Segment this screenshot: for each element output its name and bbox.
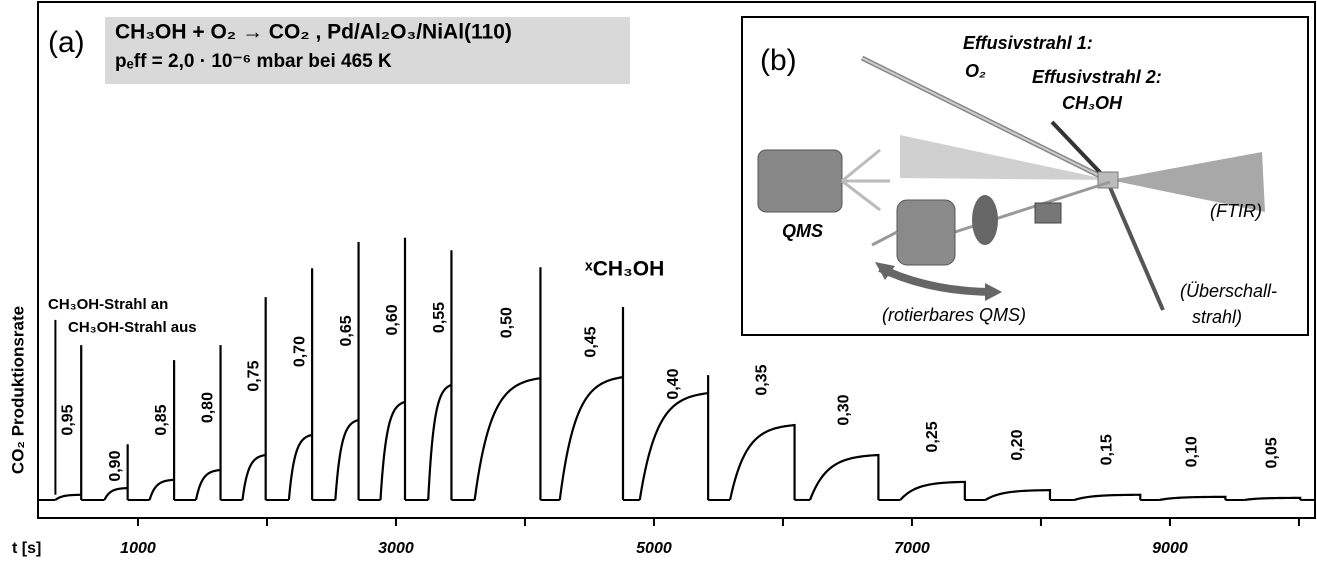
ftir-label: (FTIR): [1210, 201, 1262, 221]
pulse-label: 0,35: [754, 364, 771, 395]
supersonic-label: strahl): [1192, 307, 1242, 327]
conditions: pₑff = 2,0 · 10⁻⁶ mbar bei 465 K: [115, 51, 392, 72]
x-tick-label: 3000: [378, 540, 414, 557]
pulse-label: 0,10: [1184, 436, 1201, 467]
inset-panel-label: (b): [760, 44, 797, 77]
rot-arrow: [871, 230, 898, 247]
y-axis-label: CO₂ Produktionsrate: [8, 306, 27, 474]
beam1-label: Effusivstrahl 1:: [963, 33, 1093, 53]
supersonic-label: (Überschall-: [1180, 281, 1277, 301]
ftir-beam: [1110, 152, 1265, 212]
plot-frame: [37, 1, 1316, 519]
rotation-arrow: [878, 264, 996, 296]
arrow-head: [875, 262, 895, 280]
pulse: [728, 423, 796, 501]
pulse: [558, 306, 625, 501]
reaction: CH₃OH + O₂ → CO₂ , Pd/Al₂O₃/NiAl(110): [115, 21, 512, 44]
pulse-label: 0,50: [499, 307, 516, 338]
pulse: [334, 241, 360, 501]
pulse: [103, 444, 129, 501]
pulse-label: 0,05: [1264, 437, 1281, 468]
pulse-label: 0,75: [245, 360, 262, 391]
beam-on-label: CH₃OH-Strahl an: [48, 296, 168, 313]
x-tick-label: 5000: [636, 540, 672, 557]
pulse: [1159, 495, 1227, 502]
inset: (b) Effusivstrahl 1: O₂ Effusivstrahl 2:…: [741, 16, 1309, 336]
header-box: [105, 17, 630, 84]
pulse: [241, 297, 267, 501]
pulse-label: 0,20: [1009, 429, 1026, 460]
x-tick-label: 9000: [1152, 540, 1188, 557]
pulse: [1244, 496, 1302, 502]
beam-1-core: [861, 57, 1113, 183]
pulse-label: 0,85: [153, 404, 170, 435]
x-axis-label: t [s]: [12, 540, 41, 557]
beam1-gas: O₂: [965, 61, 986, 81]
qms-ray: [841, 148, 881, 183]
pulse: [148, 360, 176, 501]
pulse: [984, 489, 1052, 501]
beam2-label: Effusivstrahl 2:: [1032, 67, 1162, 87]
pulse: [638, 375, 710, 501]
pulse: [194, 345, 222, 501]
pulse-label: 0,40: [665, 368, 682, 399]
qms-label: QMS: [782, 221, 823, 241]
pulse-label: 0,95: [60, 404, 77, 435]
rot-qms: [896, 199, 956, 266]
pulse: [809, 453, 880, 501]
arrow-head: [985, 283, 1002, 301]
pulse: [379, 237, 407, 501]
pulse: [899, 480, 966, 501]
pulse-label: 0,90: [107, 450, 124, 481]
pulse-label: 0,55: [431, 302, 448, 333]
qms-detector: [757, 149, 843, 213]
pulse-label: 0,25: [924, 421, 941, 452]
qms-cone: [900, 135, 1110, 180]
beam-off-label: CH₃OH-Strahl aus: [68, 319, 197, 336]
pulse: [427, 250, 453, 500]
beam2-gas: CH₃OH: [1062, 93, 1123, 113]
panel-label: (a): [48, 26, 85, 59]
rotatable-label: (rotierbares QMS): [882, 305, 1026, 325]
series-label: ˣCH₃OH: [584, 258, 664, 281]
x-tick-label: 7000: [894, 540, 930, 557]
pulse: [54, 345, 83, 501]
pulse: [1074, 493, 1142, 501]
qms-ray: [841, 179, 881, 212]
pulse-label: 0,30: [835, 394, 852, 425]
pulse-label: 0,70: [292, 336, 309, 367]
pulse: [287, 268, 314, 501]
disk: [972, 195, 998, 245]
supersonic-beam: [1104, 177, 1165, 311]
pulse-label: 0,80: [200, 392, 217, 423]
nozzle: [1034, 202, 1062, 224]
pulse-label: 0,60: [384, 304, 401, 335]
pulse: [473, 267, 542, 501]
x-tick-label: 1000: [120, 540, 156, 557]
pulse-label: 0,15: [1099, 434, 1116, 465]
pulse-label: 0,45: [583, 326, 600, 357]
pulse-label: 0,65: [338, 315, 355, 346]
